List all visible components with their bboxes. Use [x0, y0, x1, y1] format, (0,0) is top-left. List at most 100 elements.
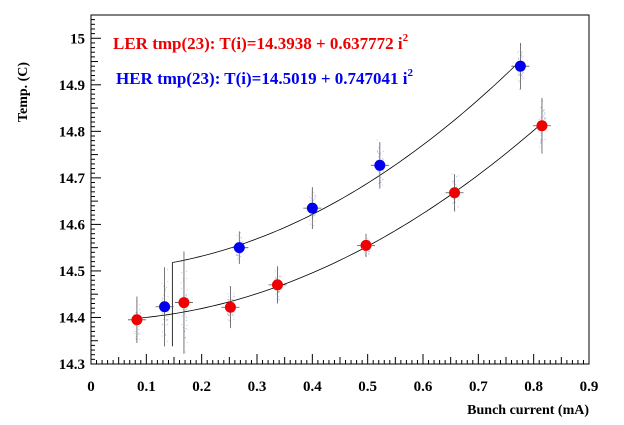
noise-dot	[239, 232, 241, 234]
noise-dot	[236, 255, 238, 257]
noise-dot	[312, 200, 314, 202]
noise-dot	[275, 277, 277, 279]
noise-dot	[379, 180, 381, 182]
noise-dot	[167, 281, 169, 283]
her-point	[514, 60, 526, 72]
noise-dot	[135, 338, 137, 340]
noise-dot	[455, 186, 457, 188]
noise-dot	[518, 79, 520, 81]
noise-dot	[518, 75, 520, 77]
ler-point	[449, 187, 461, 199]
noise-dot	[139, 312, 141, 314]
y-axis: 14.3 14.4 14.5 14.6 14.7 14.8 14.9 15	[59, 14, 101, 373]
noise-dot	[135, 339, 137, 341]
noise-dot	[382, 157, 384, 159]
noise-dot	[312, 217, 314, 219]
noise-dot	[161, 313, 163, 315]
noise-dot	[278, 296, 280, 298]
noise-dot	[162, 285, 164, 287]
fit-curve-ler	[135, 122, 543, 319]
noise-dot	[135, 335, 137, 337]
noise-dot	[180, 287, 182, 289]
her-point	[233, 242, 245, 254]
noise-dot	[228, 319, 230, 321]
noise-dot	[161, 282, 163, 284]
noise-dot	[540, 139, 542, 141]
noise-dot	[457, 199, 459, 201]
noise-dot	[164, 333, 166, 335]
noise-dot	[540, 140, 542, 142]
noise-dot	[517, 74, 519, 76]
y-tick-label: 15	[70, 31, 85, 47]
noise-dot	[522, 71, 524, 73]
noise-dot	[161, 335, 163, 337]
noise-dot	[236, 253, 238, 255]
noise-dot	[164, 288, 166, 290]
noise-dot	[227, 300, 229, 302]
noise-dot	[368, 251, 370, 253]
noise-dot	[544, 113, 546, 115]
noise-dot	[162, 312, 164, 314]
noise-dot	[521, 73, 523, 75]
noise-dot	[279, 275, 281, 277]
noise-dot	[180, 261, 182, 263]
data-points	[131, 60, 548, 326]
noise-dot	[136, 312, 138, 314]
noise-dot	[186, 278, 188, 280]
noise-dot	[233, 295, 235, 297]
legend-entry-ler: LER tmp(23): T(i)=14.3938 + 0.637772 i2	[113, 32, 409, 53]
noise-dot	[309, 213, 311, 215]
noise-dot	[181, 308, 183, 310]
noise-dot	[312, 225, 314, 227]
noise-dot	[280, 288, 282, 290]
noise-dot	[313, 199, 315, 201]
noise-dot	[521, 55, 523, 57]
noise-dot	[380, 182, 382, 184]
ler-point	[178, 297, 190, 309]
noise-dot	[138, 326, 140, 328]
noise-dot	[166, 286, 168, 288]
noise-dot	[166, 268, 168, 270]
noise-dot	[452, 202, 454, 204]
her-point	[374, 159, 386, 171]
noise-dot	[382, 151, 384, 153]
noise-dot	[134, 331, 136, 333]
noise-dot	[163, 294, 165, 296]
noise-dot	[277, 292, 279, 294]
noise-dot	[378, 182, 380, 184]
noise-dot	[164, 288, 166, 290]
noise-dot	[186, 328, 188, 330]
noise-dot	[452, 202, 454, 204]
noise-dot	[523, 77, 525, 79]
noise-dot	[380, 181, 382, 183]
noise-dot	[543, 109, 545, 111]
noise-dot	[167, 315, 169, 317]
noise-dot	[185, 294, 187, 296]
noise-dot	[520, 44, 522, 46]
her-point	[159, 301, 171, 313]
noise-dot	[452, 180, 454, 182]
noise-dot	[520, 53, 522, 55]
noise-dot	[185, 308, 187, 310]
ler-point	[271, 279, 283, 291]
noise-dot	[163, 290, 165, 292]
noise-dot	[452, 183, 454, 185]
noise-dot	[181, 272, 183, 274]
noise-dot	[543, 114, 545, 116]
noise-dot	[239, 240, 241, 242]
noise-dot	[227, 313, 229, 315]
noise-dot	[227, 296, 229, 298]
noise-dot	[377, 150, 379, 152]
noise-dot	[167, 323, 169, 325]
noise-dot	[162, 323, 164, 325]
noise-dot	[521, 57, 523, 59]
noise-dot	[161, 299, 163, 301]
noise-dot	[451, 181, 453, 183]
noise-dot	[165, 335, 167, 337]
noise-dot	[368, 250, 370, 252]
noise-dot	[228, 314, 230, 316]
ler-point	[360, 239, 372, 251]
noise-dot	[139, 339, 141, 341]
noise-dot	[382, 179, 384, 181]
